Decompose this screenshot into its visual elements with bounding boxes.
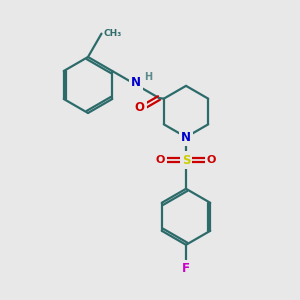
Text: N: N	[130, 76, 141, 89]
Text: O: O	[135, 101, 145, 114]
Text: H: H	[144, 73, 152, 82]
Text: O: O	[207, 155, 216, 165]
Text: N: N	[181, 131, 191, 144]
Text: S: S	[182, 154, 190, 166]
Text: CH₃: CH₃	[103, 29, 122, 38]
Text: O: O	[156, 155, 165, 165]
Text: F: F	[182, 262, 190, 275]
